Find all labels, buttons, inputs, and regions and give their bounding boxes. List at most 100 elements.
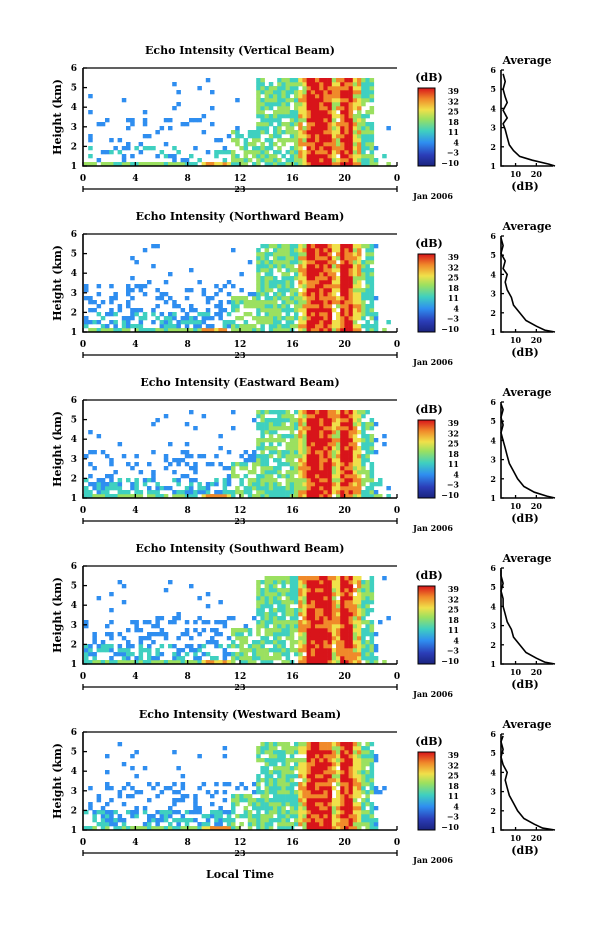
heatmap-cell [285, 324, 291, 329]
heatmap-cell [239, 494, 244, 499]
heatmap-cell [306, 644, 312, 649]
heatmap-cell [260, 462, 265, 467]
heatmap-cell [138, 142, 144, 147]
heatmap-cell [239, 632, 244, 637]
heatmap-cell [319, 624, 324, 629]
heatmap-cell [226, 300, 232, 305]
heatmap-cell [336, 660, 341, 665]
heatmap-cell [323, 154, 328, 159]
heatmap-cell [256, 494, 261, 499]
heatmap-cell [336, 268, 341, 273]
heatmap-cell [264, 454, 270, 459]
heatmap-cell [113, 320, 118, 325]
x-tick-label: 0 [80, 672, 86, 682]
heatmap-cell [210, 810, 215, 815]
heatmap-cell [302, 324, 307, 329]
heatmap-cell [348, 86, 354, 91]
heatmap-cell [302, 264, 307, 269]
heatmap-cell [331, 604, 337, 609]
heatmap-cell [260, 608, 265, 613]
heatmap-cell [340, 276, 345, 281]
heatmap-cell [294, 766, 299, 771]
heatmap-cell [117, 660, 123, 665]
heatmap-cell [239, 814, 244, 819]
heatmap-cell [214, 162, 219, 167]
heatmap-cell [201, 660, 207, 665]
heatmap-cell [348, 106, 354, 111]
heatmap-cell [264, 652, 270, 657]
heatmap-cell [336, 114, 341, 119]
heatmap-cell [357, 86, 362, 91]
heatmap-cell [369, 628, 375, 633]
heatmap-cell [273, 296, 278, 301]
heatmap-cell [310, 130, 316, 135]
heatmap-cell [310, 454, 316, 459]
heatmap-cell [352, 138, 358, 143]
heatmap-cell [319, 288, 324, 293]
heatmap-cell [273, 126, 278, 131]
heatmap-cell [100, 150, 106, 155]
heatmap-cell [281, 640, 286, 645]
heatmap-cell [340, 632, 345, 637]
heatmap-cell [277, 134, 282, 139]
heatmap-cell [264, 316, 270, 321]
heatmap-cell [147, 656, 152, 661]
heatmap-cell [260, 260, 265, 265]
heatmap-cell [306, 86, 312, 91]
heatmap-cell [306, 482, 312, 487]
heatmap-cell [268, 494, 274, 499]
heatmap-cell [340, 470, 345, 475]
heatmap-cell [189, 648, 194, 653]
heatmap-cell [348, 316, 354, 321]
heatmap-cell [340, 580, 345, 585]
heatmap-cell [340, 138, 345, 143]
heatmap-cell [315, 284, 320, 289]
heatmap-cell [327, 324, 333, 329]
heatmap-cell [306, 102, 312, 107]
heatmap-cell [134, 312, 139, 317]
heatmap-cell [365, 248, 370, 253]
heatmap-cell [365, 312, 370, 317]
heatmap-cell [289, 138, 295, 143]
heatmap-cell [369, 300, 375, 305]
heatmap-cell [336, 82, 341, 87]
heatmap-cell [315, 478, 320, 483]
heatmap-cell [189, 482, 194, 487]
heatmap-cell [273, 292, 278, 297]
heatmap-cell [319, 434, 324, 439]
heatmap-cell [315, 790, 320, 795]
heatmap-cell [88, 490, 93, 495]
heatmap-cell [306, 620, 312, 625]
heatmap-cell [327, 296, 333, 301]
heatmap-cell [348, 632, 354, 637]
heatmap-cell [134, 324, 139, 329]
heatmap-cell [285, 596, 291, 601]
heatmap-cell [184, 628, 190, 633]
heatmap-cell [298, 648, 303, 653]
heatmap-cell [285, 766, 291, 771]
heatmap-cell [365, 632, 370, 637]
heatmap-cell [306, 470, 312, 475]
heatmap-cell [151, 328, 156, 333]
heatmap-cell [84, 826, 89, 831]
heatmap-cell [340, 652, 345, 657]
heatmap-cell [285, 426, 291, 431]
heatmap-cell [163, 328, 169, 333]
heatmap-cell [336, 632, 341, 637]
heatmap-cell [260, 750, 265, 755]
heatmap-cell [277, 130, 282, 135]
heatmap-cell [281, 276, 286, 281]
heatmap-cell [361, 244, 366, 249]
heatmap-cell [310, 600, 316, 605]
heatmap-cell [319, 454, 324, 459]
heatmap-cell [331, 450, 337, 455]
heatmap-cell [172, 810, 177, 815]
heatmap-cell [352, 632, 358, 637]
y-tick-label: 4 [71, 601, 77, 611]
heatmap-cell [323, 822, 328, 827]
heatmap-cell [361, 628, 366, 633]
heatmap-cell [273, 608, 278, 613]
heatmap-cell [315, 648, 320, 653]
heatmap-cell [365, 454, 370, 459]
heatmap-cell [117, 490, 123, 495]
